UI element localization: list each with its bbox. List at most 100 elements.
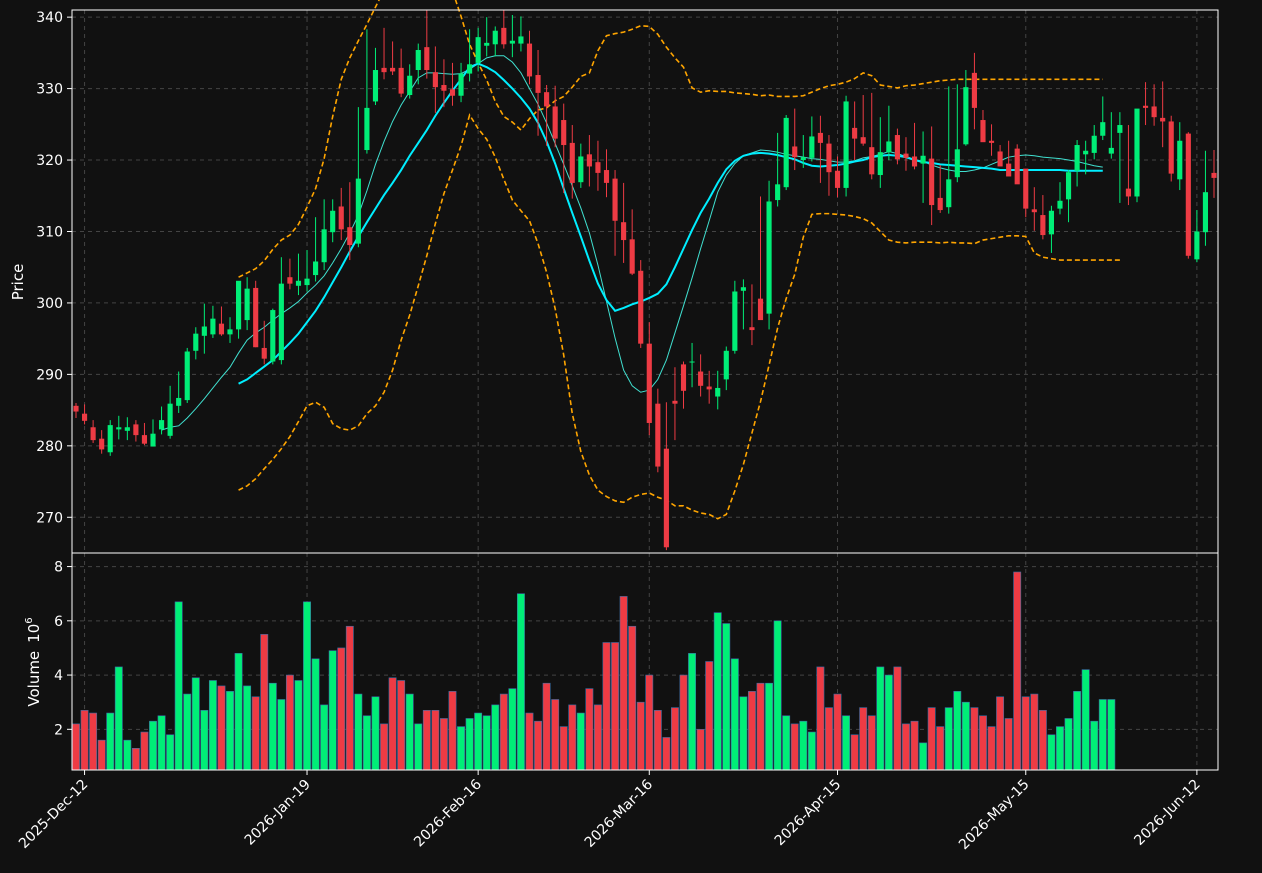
volume-bar	[713, 612, 722, 771]
candle-body	[372, 70, 379, 102]
candle-body	[1211, 172, 1217, 178]
volume-bar	[679, 674, 688, 771]
volume-bar	[362, 715, 371, 771]
volume-bar	[1038, 710, 1047, 771]
volume-bar	[106, 712, 115, 771]
candle-body	[253, 287, 259, 348]
candle-body	[680, 364, 687, 391]
candle-body	[894, 135, 900, 160]
candle-body	[732, 291, 738, 351]
volume-bar	[705, 661, 714, 771]
candle-body	[629, 239, 635, 274]
volume-bar	[465, 718, 474, 771]
fast-ma-line	[161, 55, 1103, 431]
candle-body	[1014, 148, 1020, 185]
volume-bar	[183, 693, 192, 771]
candle-body	[509, 40, 515, 44]
volume-bar	[919, 742, 928, 771]
volume-bar	[1073, 691, 1082, 771]
volume-bar	[191, 677, 200, 771]
volume-bar	[439, 718, 448, 771]
candle-body	[911, 156, 918, 167]
volume-bar	[457, 726, 465, 771]
volume-bar	[611, 642, 619, 771]
price-y-ticks: 270 280 290 300 310 320 330 340	[36, 10, 72, 526]
volume-tick-label: 6	[54, 614, 63, 630]
candle-body	[689, 361, 695, 363]
candle-body	[1168, 121, 1174, 174]
upper-band-line	[238, 0, 1103, 278]
volume-tick-label: 8	[54, 560, 63, 576]
candle-body	[449, 89, 456, 96]
volume-bar	[1098, 699, 1107, 771]
volume-bar	[303, 601, 311, 771]
price-tick-label: 300	[36, 296, 63, 312]
volume-bar	[876, 666, 885, 771]
candlesticks	[73, 10, 1217, 551]
volume-bar	[833, 693, 842, 771]
candle-body	[107, 425, 113, 453]
price-tick-label: 310	[36, 224, 63, 240]
volume-bar	[688, 653, 696, 771]
volume-bar	[157, 715, 166, 771]
candle-body	[792, 146, 798, 158]
candle-body	[766, 201, 772, 314]
candle-body	[783, 117, 789, 188]
volume-bar	[722, 623, 731, 771]
volume-bar	[474, 712, 483, 771]
volume-bar	[174, 601, 183, 771]
candle-body	[398, 67, 404, 94]
volume-bar	[80, 710, 89, 771]
volume-bar	[354, 693, 363, 771]
volume-axis-exp-power: 6	[24, 617, 35, 623]
candle-body	[663, 448, 669, 548]
candle-body	[877, 152, 883, 176]
volume-bar	[739, 696, 748, 771]
volume-bar	[294, 680, 303, 771]
volume-bar	[1047, 734, 1056, 771]
candle-body	[826, 143, 832, 173]
candle-body	[988, 140, 995, 143]
candle-body	[458, 73, 464, 96]
candle-body	[124, 427, 130, 431]
candle-body	[236, 280, 242, 330]
volume-bar	[405, 693, 414, 771]
candle-body	[740, 287, 746, 291]
volume-bar	[602, 642, 611, 771]
volume-bar	[756, 682, 765, 771]
candle-body	[141, 435, 148, 444]
volume-bar	[328, 650, 337, 771]
candle-body	[903, 153, 909, 158]
volume-bar	[525, 712, 534, 771]
candle-body	[133, 424, 139, 436]
candle-body	[99, 438, 105, 450]
volume-bar	[397, 680, 406, 771]
volume-bar	[217, 685, 226, 771]
candle-body	[381, 67, 387, 73]
candle-body	[526, 43, 533, 77]
volume-bar	[422, 710, 431, 771]
candle-body	[158, 420, 165, 430]
candle-body	[193, 333, 199, 351]
candle-body	[1023, 168, 1029, 209]
volume-bar	[825, 707, 833, 771]
lower-band-line	[238, 113, 1120, 520]
candle-body	[347, 227, 353, 246]
candle-body	[603, 170, 610, 183]
candle-body	[1083, 150, 1089, 155]
volume-bar	[345, 625, 354, 771]
candle-body	[1048, 210, 1054, 235]
volume-bar	[337, 647, 346, 771]
candle-body	[834, 170, 841, 188]
volume-bar	[842, 715, 851, 771]
candle-body	[971, 72, 977, 108]
candle-body	[817, 132, 823, 143]
volume-bar	[200, 710, 209, 771]
candle-body	[612, 178, 618, 221]
volume-bar	[149, 720, 157, 771]
volume-bar	[491, 704, 500, 771]
price-grid	[72, 10, 1218, 553]
candle-body	[73, 405, 79, 412]
candle-body	[261, 347, 267, 359]
candle-body	[1006, 163, 1012, 177]
